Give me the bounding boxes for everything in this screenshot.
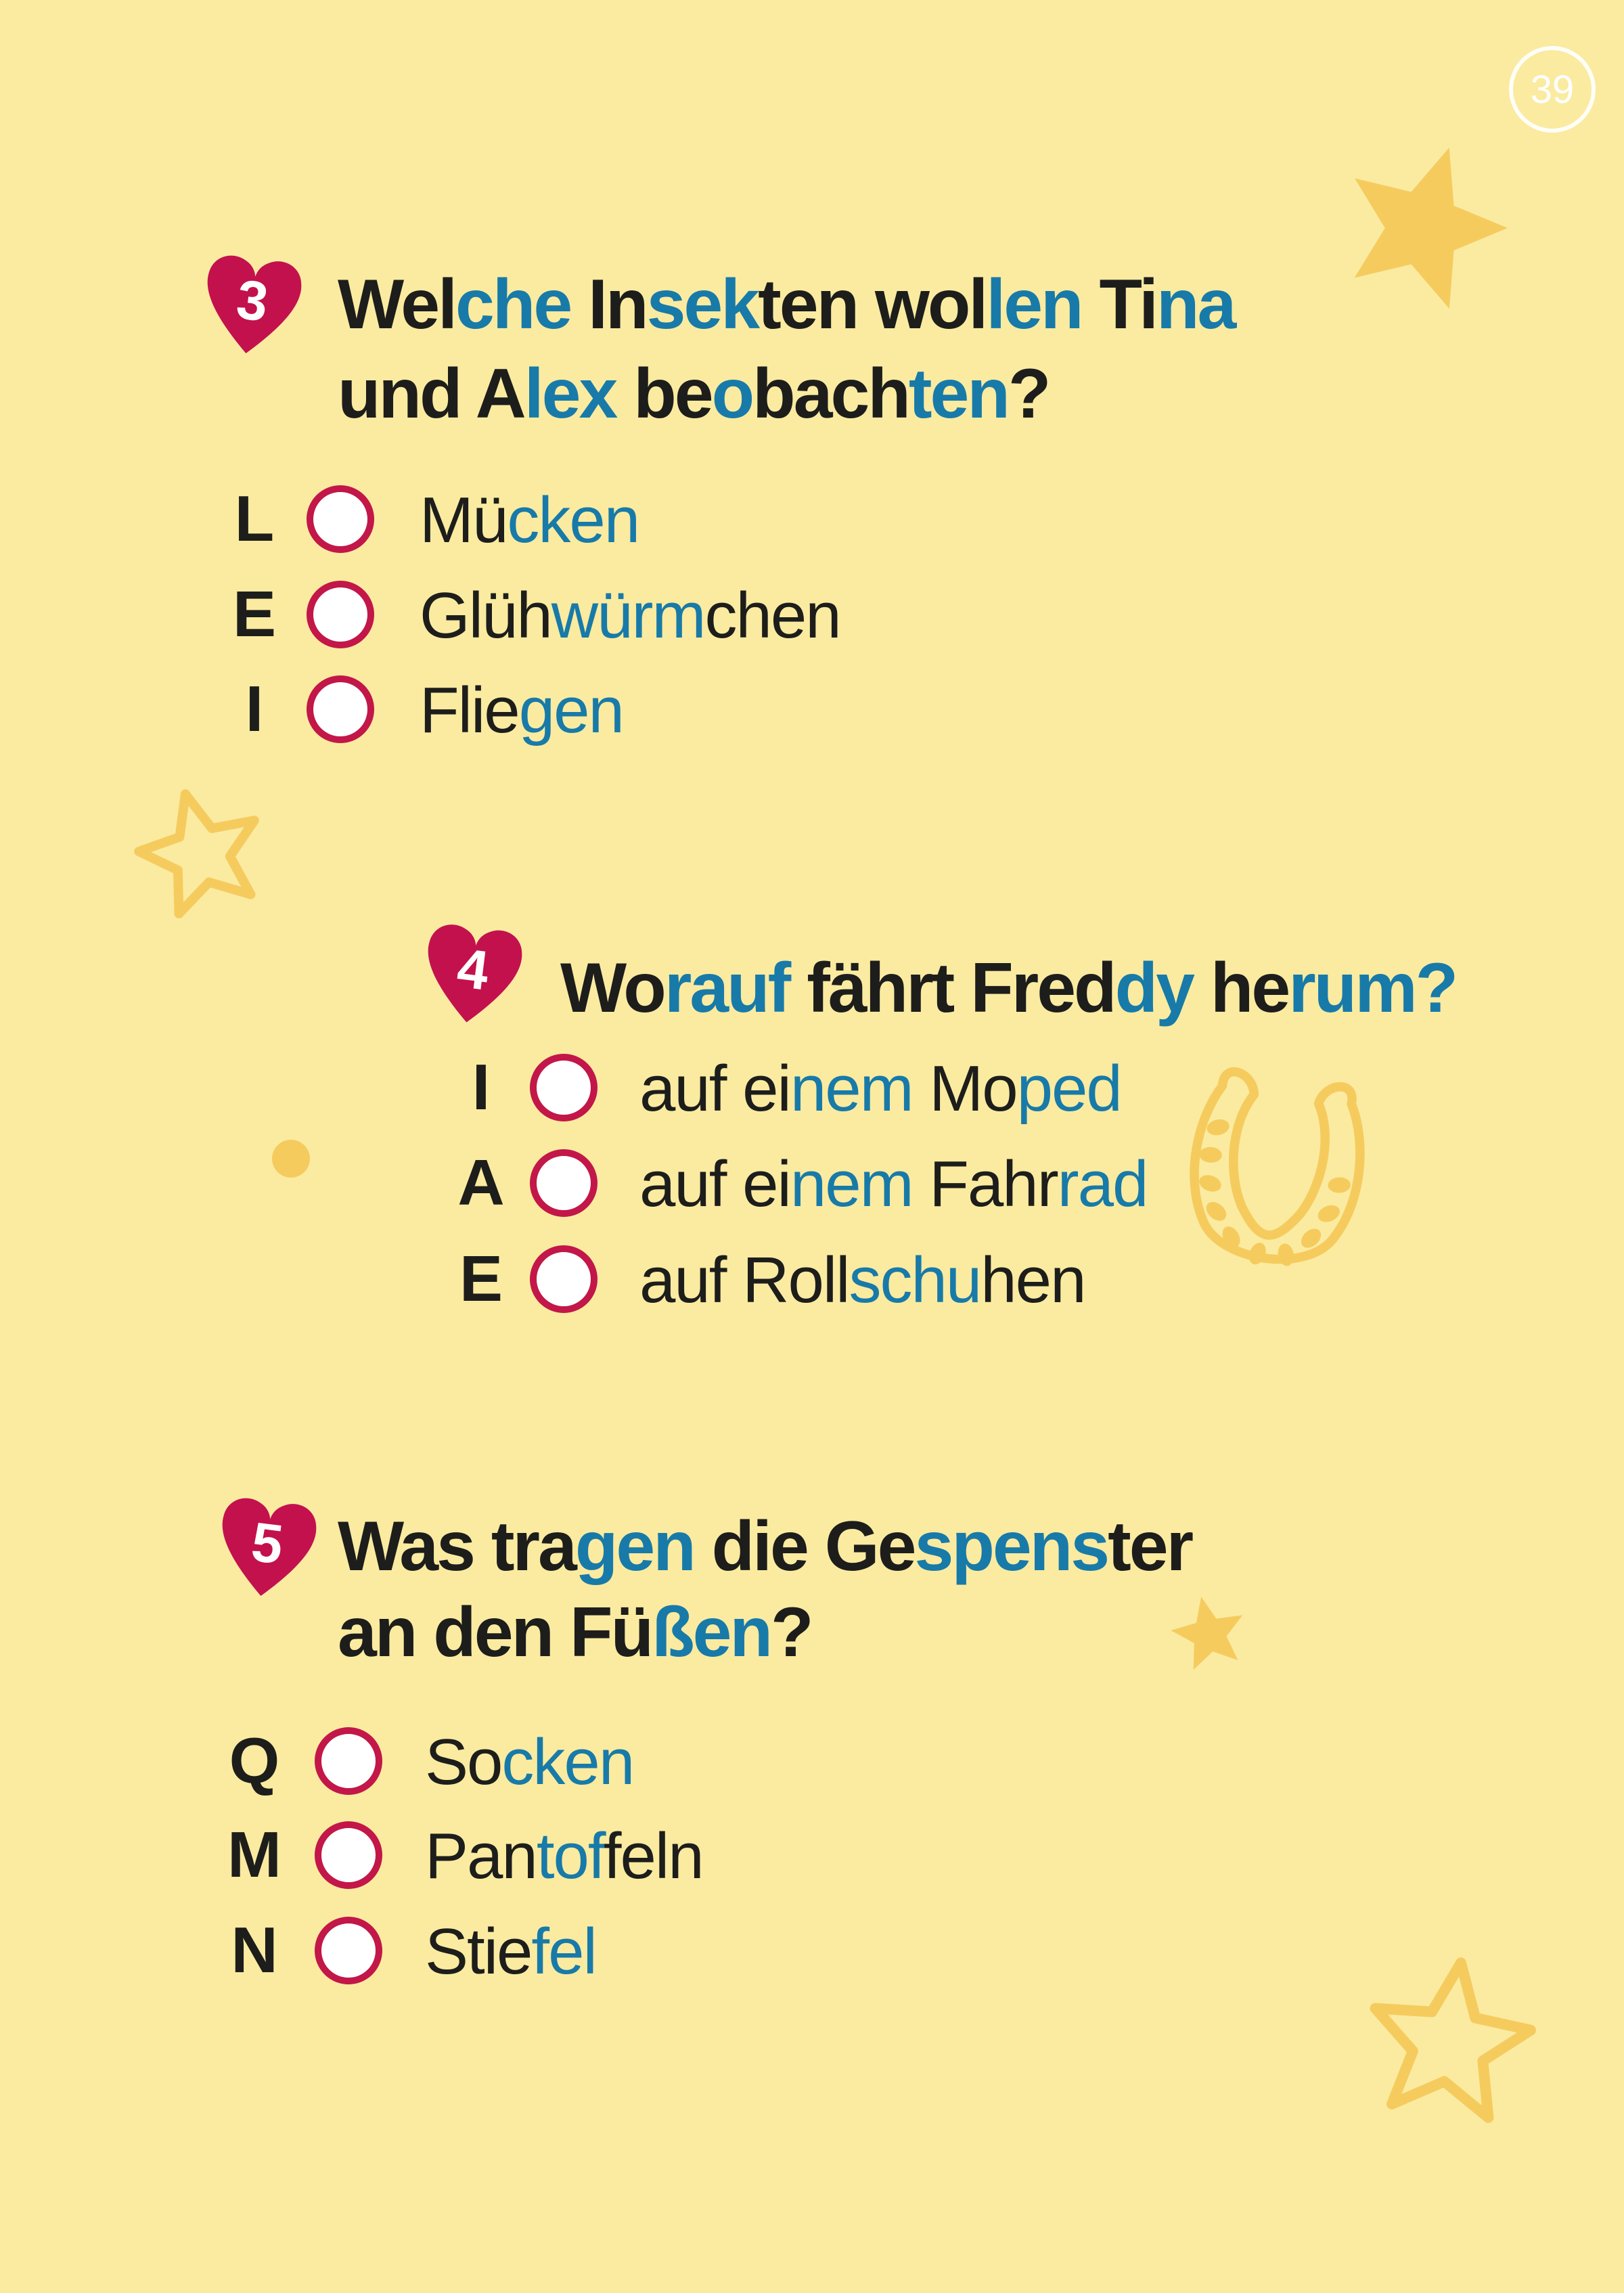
option-letter: M [227, 1819, 281, 1891]
option-text: auf Rollschuhen [639, 1244, 1086, 1316]
option-text: Mücken [420, 484, 640, 556]
question-heart: 4 [408, 906, 536, 1044]
option-letter: N [231, 1914, 278, 1986]
question-heart: 5 [203, 1481, 331, 1616]
option-row: I Fliegen [0, 673, 1624, 747]
option-text: auf einem Moped [639, 1052, 1123, 1125]
answer-circle[interactable] [530, 1245, 597, 1313]
option-text: Glühwürmchen [420, 579, 842, 652]
answer-circle[interactable] [530, 1054, 597, 1121]
option-row: Q Socken [0, 1724, 1624, 1798]
question-heading: Welche Insekten wollen Tina [338, 265, 1236, 344]
question-heart: 3 [188, 238, 316, 373]
question-heading: Was tragen die Gespenster [338, 1507, 1194, 1586]
dot-icon [272, 1140, 310, 1178]
option-text: Fliegen [420, 674, 625, 747]
page-number-badge: 39 [1509, 46, 1596, 133]
option-letter: I [245, 673, 264, 745]
answer-circle[interactable] [315, 1917, 382, 1984]
option-row: A auf einem Fahrrad [0, 1146, 1624, 1220]
option-row: L Mücken [0, 483, 1624, 556]
page-number: 39 [1530, 67, 1575, 112]
answer-circle[interactable] [307, 485, 374, 553]
option-letter: A [457, 1146, 505, 1219]
star-solid-icon [1160, 1588, 1257, 1681]
star-outline-icon [124, 774, 279, 935]
answer-circle[interactable] [315, 1821, 382, 1889]
option-letter: Q [229, 1724, 280, 1797]
option-text: auf einem Fahrrad [639, 1148, 1148, 1220]
option-letter: L [234, 483, 275, 555]
option-letter: I [472, 1051, 491, 1123]
answer-circle[interactable] [530, 1149, 597, 1217]
option-row: M Pantoffeln [0, 1819, 1624, 1892]
option-letter: E [232, 578, 277, 650]
answer-circle[interactable] [307, 675, 374, 743]
star-solid-icon [1316, 121, 1529, 334]
answer-circle[interactable] [315, 1727, 382, 1795]
question-heading: Worauf fährt Freddy herum? [560, 949, 1458, 1027]
question-heading: und Alex beobachten? [338, 355, 1051, 433]
option-text: Pantoffeln [425, 1820, 704, 1892]
option-row: I auf einem Moped [0, 1051, 1624, 1125]
option-row: N Stiefel [0, 1914, 1624, 1988]
option-row: E Glühwürmchen [0, 578, 1624, 652]
answer-circle[interactable] [307, 581, 374, 648]
option-letter: E [459, 1243, 503, 1315]
option-text: Socken [425, 1726, 635, 1798]
option-row: E auf Rollschuhen [0, 1243, 1624, 1316]
option-text: Stiefel [425, 1915, 597, 1988]
question-heading: an den Füßen? [338, 1593, 814, 1672]
